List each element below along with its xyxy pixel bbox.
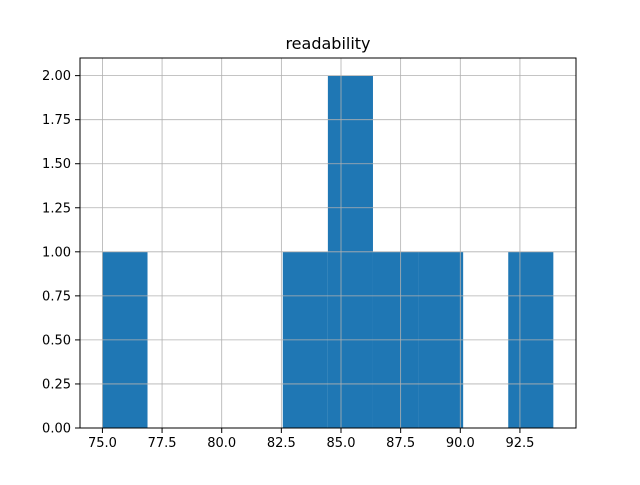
x-tick-label: 90.0 bbox=[446, 436, 475, 451]
grid-layer bbox=[80, 58, 576, 429]
y-tick-label: 1.75 bbox=[42, 113, 71, 128]
x-tick-label: 75.0 bbox=[88, 436, 117, 451]
y-tick-label: 1.50 bbox=[42, 157, 71, 172]
y-tick-label: 0.00 bbox=[42, 422, 71, 437]
x-tick-label: 87.5 bbox=[386, 436, 415, 451]
y-tick-label: 0.75 bbox=[42, 289, 71, 304]
y-axis: 0.00 0.25 0.50 0.75 1.00 1.25 1.50 1.75 2.00 bbox=[42, 69, 80, 437]
x-tick-label: 77.5 bbox=[148, 436, 177, 451]
y-tick-label: 0.50 bbox=[42, 333, 71, 348]
x-tick-label: 85.0 bbox=[327, 436, 356, 451]
y-tick-label: 1.00 bbox=[42, 245, 71, 260]
y-tick-label: 2.00 bbox=[42, 69, 71, 84]
plot-frame bbox=[79, 57, 577, 429]
x-axis: 75.0 77.5 80.0 82.5 85.0 87.5 90.0 92.5 bbox=[88, 428, 534, 451]
x-tick-label: 80.0 bbox=[207, 436, 236, 451]
y-tick-label: 1.25 bbox=[42, 201, 71, 216]
x-tick-label: 92.5 bbox=[505, 436, 534, 451]
chart-title: readability bbox=[285, 34, 370, 53]
y-tick-label: 0.25 bbox=[42, 377, 71, 392]
x-tick-label: 82.5 bbox=[267, 436, 296, 451]
